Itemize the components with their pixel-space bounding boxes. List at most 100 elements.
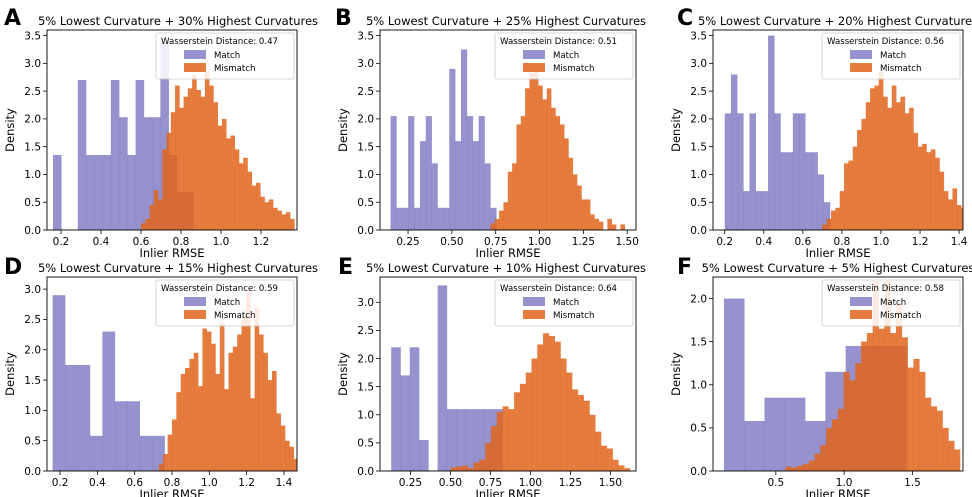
mismatch-bar	[814, 453, 821, 471]
mismatch-bar	[822, 224, 828, 230]
mismatch-bar	[919, 371, 926, 471]
wasserstein-annotation: Wasserstein Distance: 0.58	[827, 284, 944, 294]
mismatch-bar	[606, 448, 613, 471]
mismatch-bar	[285, 212, 291, 230]
match-bar	[817, 174, 825, 230]
mismatch-bar	[267, 380, 273, 471]
match-bar	[94, 155, 103, 230]
mismatch-bar	[179, 107, 184, 230]
match-bar	[805, 152, 812, 230]
mismatch-bar	[149, 205, 155, 230]
match-bar	[390, 116, 397, 230]
x-axis-label: Inlier RMSE	[475, 487, 540, 497]
panel-letter: E	[338, 255, 353, 280]
mismatch-bar	[537, 344, 544, 471]
mismatch-bar	[268, 199, 274, 230]
mismatch-bar	[531, 358, 538, 471]
plot-frame	[379, 29, 637, 231]
y-axis-label: Density	[3, 108, 17, 152]
match-bar	[749, 113, 756, 230]
mismatch-bar	[583, 400, 590, 471]
y-tick-label: 0.0	[357, 466, 374, 478]
match-legend-swatch	[850, 297, 872, 306]
y-tick-label: 2.0	[24, 345, 41, 357]
match-legend-swatch	[523, 50, 545, 59]
x-tick-label: 0.6	[794, 236, 811, 248]
match-bar	[743, 191, 750, 230]
mismatch-bar	[930, 406, 938, 471]
legend-entry: Mismatch	[553, 311, 594, 321]
y-tick-label: 3.0	[357, 58, 374, 70]
match-bar	[89, 435, 103, 471]
mismatch-bar	[543, 333, 550, 471]
match-bar	[52, 295, 66, 471]
mismatch-bar	[891, 85, 897, 230]
mismatch-bar	[568, 157, 574, 230]
chart-title: 5% Lowest Curvature + 20% Highest Curvat…	[698, 14, 972, 28]
mismatch-bar	[900, 96, 906, 230]
mismatch-bar	[290, 218, 295, 230]
y-tick-label: 1.5	[690, 141, 707, 153]
mismatch-bar	[564, 138, 569, 230]
match-bar	[823, 202, 831, 230]
y-tick-label: 1.0	[357, 169, 374, 181]
mismatch-bar	[861, 118, 867, 230]
y-tick-label: 2.5	[24, 86, 41, 98]
mismatch-bar	[490, 223, 496, 230]
y-tick-label: 2.0	[24, 114, 41, 126]
mismatch-bar	[494, 218, 500, 230]
mismatch-bar	[202, 328, 208, 471]
mismatch-bar	[843, 371, 850, 471]
mismatch-bar	[954, 449, 961, 471]
chart-title: 5% Lowest Curvature + 5% Highest Curvatu…	[702, 261, 972, 275]
match-bar	[127, 155, 136, 230]
legend: Wasserstein Distance: 0.58 Match Mismatch	[821, 279, 961, 327]
panel-letter: F	[677, 255, 692, 280]
mismatch-bar	[209, 85, 214, 230]
mismatch-bar	[837, 408, 844, 471]
legend-entry: Match	[214, 51, 240, 61]
mismatch-bar	[895, 302, 903, 471]
mismatch-bar	[198, 386, 203, 471]
legend-entry: Match	[553, 298, 579, 308]
mismatch-bar	[141, 223, 146, 230]
mismatch-bar	[302, 465, 307, 471]
mismatch-legend-swatch	[184, 63, 206, 72]
mismatch-bar	[221, 118, 227, 230]
x-tick-label: 0.2	[53, 236, 70, 248]
x-tick-label: 1.50	[599, 477, 622, 489]
mismatch-bar	[939, 171, 945, 230]
x-tick-label: 1.50	[616, 236, 639, 248]
mismatch-bar	[241, 316, 247, 471]
match-bar	[786, 152, 794, 230]
mismatch-bar	[935, 157, 940, 230]
y-tick-label: 1.0	[690, 169, 707, 181]
mismatch-bar	[502, 406, 509, 471]
x-tick-label: 0.50	[439, 477, 462, 489]
panel-f: 0.5 1.0 1.5 0.0 0.5 1.0 1.5 2.0 Inlier RMSE Densi…	[669, 255, 972, 497]
legend-entry: Mismatch	[880, 64, 921, 74]
match-bar	[102, 155, 112, 230]
y-tick-label: 0.5	[357, 438, 374, 450]
mismatch-bar	[180, 374, 186, 471]
legend: Wasserstein Distance: 0.51 Match Mismatch	[494, 32, 634, 80]
legend-entry: Mismatch	[214, 311, 255, 321]
mismatch-bar	[256, 182, 261, 230]
mismatch-bar	[273, 207, 278, 230]
match-bar	[456, 409, 466, 471]
match-bar	[466, 116, 474, 230]
mismatch-bar	[176, 392, 181, 471]
mismatch-bar	[145, 218, 150, 230]
mismatch-bar	[196, 90, 201, 230]
mismatch-bar	[185, 367, 190, 471]
y-tick-label: 3.0	[24, 58, 41, 70]
x-tick-label: 1.0	[873, 236, 890, 248]
mismatch-bar	[232, 346, 238, 471]
mismatch-bar	[589, 414, 596, 471]
match-legend-swatch	[184, 50, 206, 59]
mismatch-bar	[167, 434, 173, 471]
mismatch-bar	[219, 322, 225, 471]
y-tick-label: 0.0	[24, 225, 41, 237]
mismatch-bar	[887, 107, 893, 230]
mismatch-bar	[866, 333, 873, 471]
